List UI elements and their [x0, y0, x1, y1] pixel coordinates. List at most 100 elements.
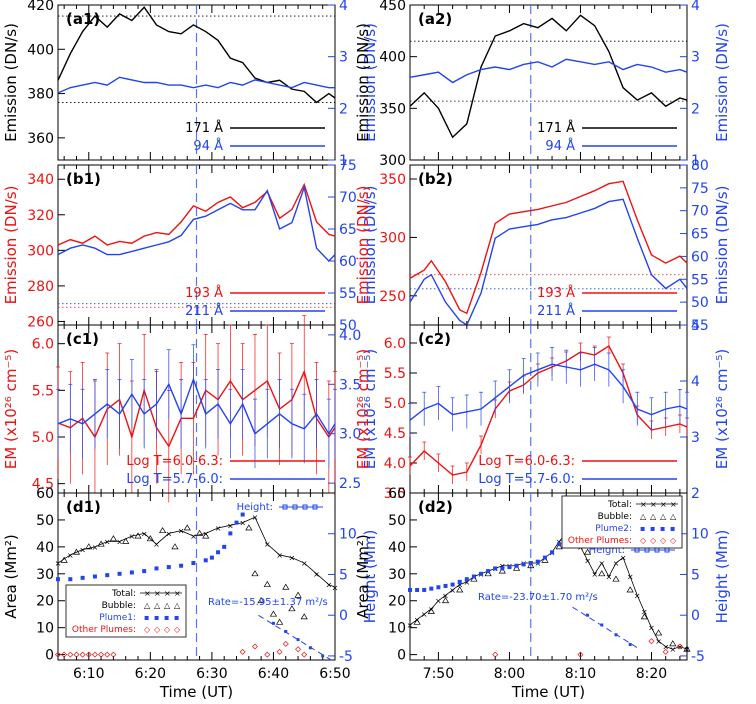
total-point: × [313, 570, 320, 579]
plume-point [203, 558, 208, 563]
legend-label: 211 Å [185, 303, 223, 319]
ytick-left-label: 30 [36, 567, 54, 583]
bubble-point [669, 640, 677, 647]
other-plume-point [79, 651, 86, 658]
xtick-label: 6:40 [258, 666, 289, 682]
total-point: × [677, 643, 684, 652]
bubble-point [72, 548, 81, 555]
bubble-point [583, 548, 592, 555]
ytick-right-label: 3 [691, 50, 700, 66]
ytick-right-label: 0 [339, 608, 348, 624]
legend-marker [292, 504, 298, 510]
bubble-point [541, 556, 549, 563]
ytick-left-label: 50 [388, 513, 406, 529]
legend-label: Log T=6.0-6.3: [478, 454, 575, 469]
ylabel-right: Height (Mm) [713, 530, 731, 624]
ytick-left-label: 20 [388, 594, 406, 610]
xtick-label: 8:10 [565, 666, 596, 682]
bubble-point [640, 613, 649, 620]
other-plume-point [301, 651, 308, 658]
bubble-point [484, 570, 492, 577]
series-line [57, 516, 336, 588]
other-plume-point [98, 651, 105, 658]
ytick-right-label: 10 [691, 527, 709, 543]
plume-point [68, 577, 73, 582]
total-point: × [202, 529, 209, 538]
bubble-point [300, 613, 308, 620]
plume-point [422, 587, 427, 592]
bubble-point [251, 570, 259, 577]
total-point: × [435, 597, 442, 606]
series-line [57, 377, 336, 436]
total-point: × [449, 586, 456, 595]
legend-marker: ◇ [154, 625, 161, 634]
ytick-right-label: 55 [691, 272, 709, 288]
legend-marker: ▪ [670, 524, 675, 533]
rate-text: Rate=-15.95±1.37 m²/s [208, 597, 328, 608]
bubble-point [109, 535, 118, 542]
bubble-point [159, 527, 167, 534]
ytick-right-label: 4 [691, 0, 700, 14]
height-point [321, 654, 325, 658]
ytick-right-label: 70 [339, 190, 357, 206]
legend-label: Plume2: [595, 524, 632, 534]
legend-marker: ▪ [174, 613, 179, 622]
legend-marker [282, 504, 288, 510]
ytick-right-label: 10 [339, 527, 357, 543]
bubble-point [612, 575, 620, 582]
ytick-right-label: 5 [691, 567, 700, 583]
series-line [409, 58, 688, 84]
plume-point [550, 550, 555, 555]
legend-marker: × [640, 500, 647, 509]
ytick-left-label: 300 [379, 230, 406, 246]
legend-label: 193 Å [537, 285, 575, 301]
total-point: × [239, 519, 246, 528]
total-point: × [606, 573, 613, 582]
bubble-point [555, 543, 563, 550]
legend-label: Other Plumes: [72, 625, 136, 635]
plume-point [507, 565, 512, 570]
ytick-left-label: 250 [379, 289, 406, 305]
bubble-point [598, 570, 606, 577]
other-plume-point [295, 646, 302, 653]
legend-marker: ◇ [164, 625, 171, 634]
total-point: × [421, 610, 428, 619]
panel-label: (c1) [66, 330, 99, 348]
plume-point [179, 563, 184, 568]
other-plume-point [662, 648, 669, 655]
bubble-point [257, 597, 265, 604]
legend-label: Total: [607, 500, 632, 510]
ytick-left-label: 300 [379, 153, 406, 169]
total-point: × [264, 540, 271, 549]
bubble-point [146, 535, 154, 542]
legend-label: 94 Å [545, 138, 575, 154]
ytick-right-label: 3.5 [339, 377, 361, 393]
legend-marker: △ [640, 512, 647, 521]
ylabel-left: Emission (DN/s) [2, 23, 20, 142]
plume-point [528, 561, 533, 566]
bubble-point [202, 532, 210, 539]
legend-marker: △ [660, 512, 667, 521]
ylabel-left: Area (Mm²) [2, 534, 20, 619]
total-point: × [684, 645, 691, 654]
legend-marker: ▪ [660, 524, 665, 533]
bubble-point [269, 610, 278, 617]
ytick-right-label: 0 [691, 608, 700, 624]
series-line [409, 180, 688, 315]
total-point: × [463, 578, 470, 587]
legend-marker: ▪ [640, 524, 645, 533]
ylabel-right: Emission (DN/s) [713, 23, 731, 142]
plume-point [514, 563, 519, 568]
total-point: × [556, 537, 563, 546]
legend-marker [312, 504, 318, 510]
plume-point [228, 531, 233, 536]
plume-point [234, 520, 239, 525]
rate-text: Rate=-23.70±1.70 m²/s [478, 592, 598, 603]
bubble-point [512, 564, 521, 571]
bubble-point [683, 645, 691, 652]
ytick-right-label: 65 [691, 227, 709, 243]
bubble-point [97, 540, 105, 547]
xtick-label: 6:20 [135, 666, 166, 682]
total-point: × [456, 581, 463, 590]
ytick-right-label: 4 [691, 374, 700, 390]
